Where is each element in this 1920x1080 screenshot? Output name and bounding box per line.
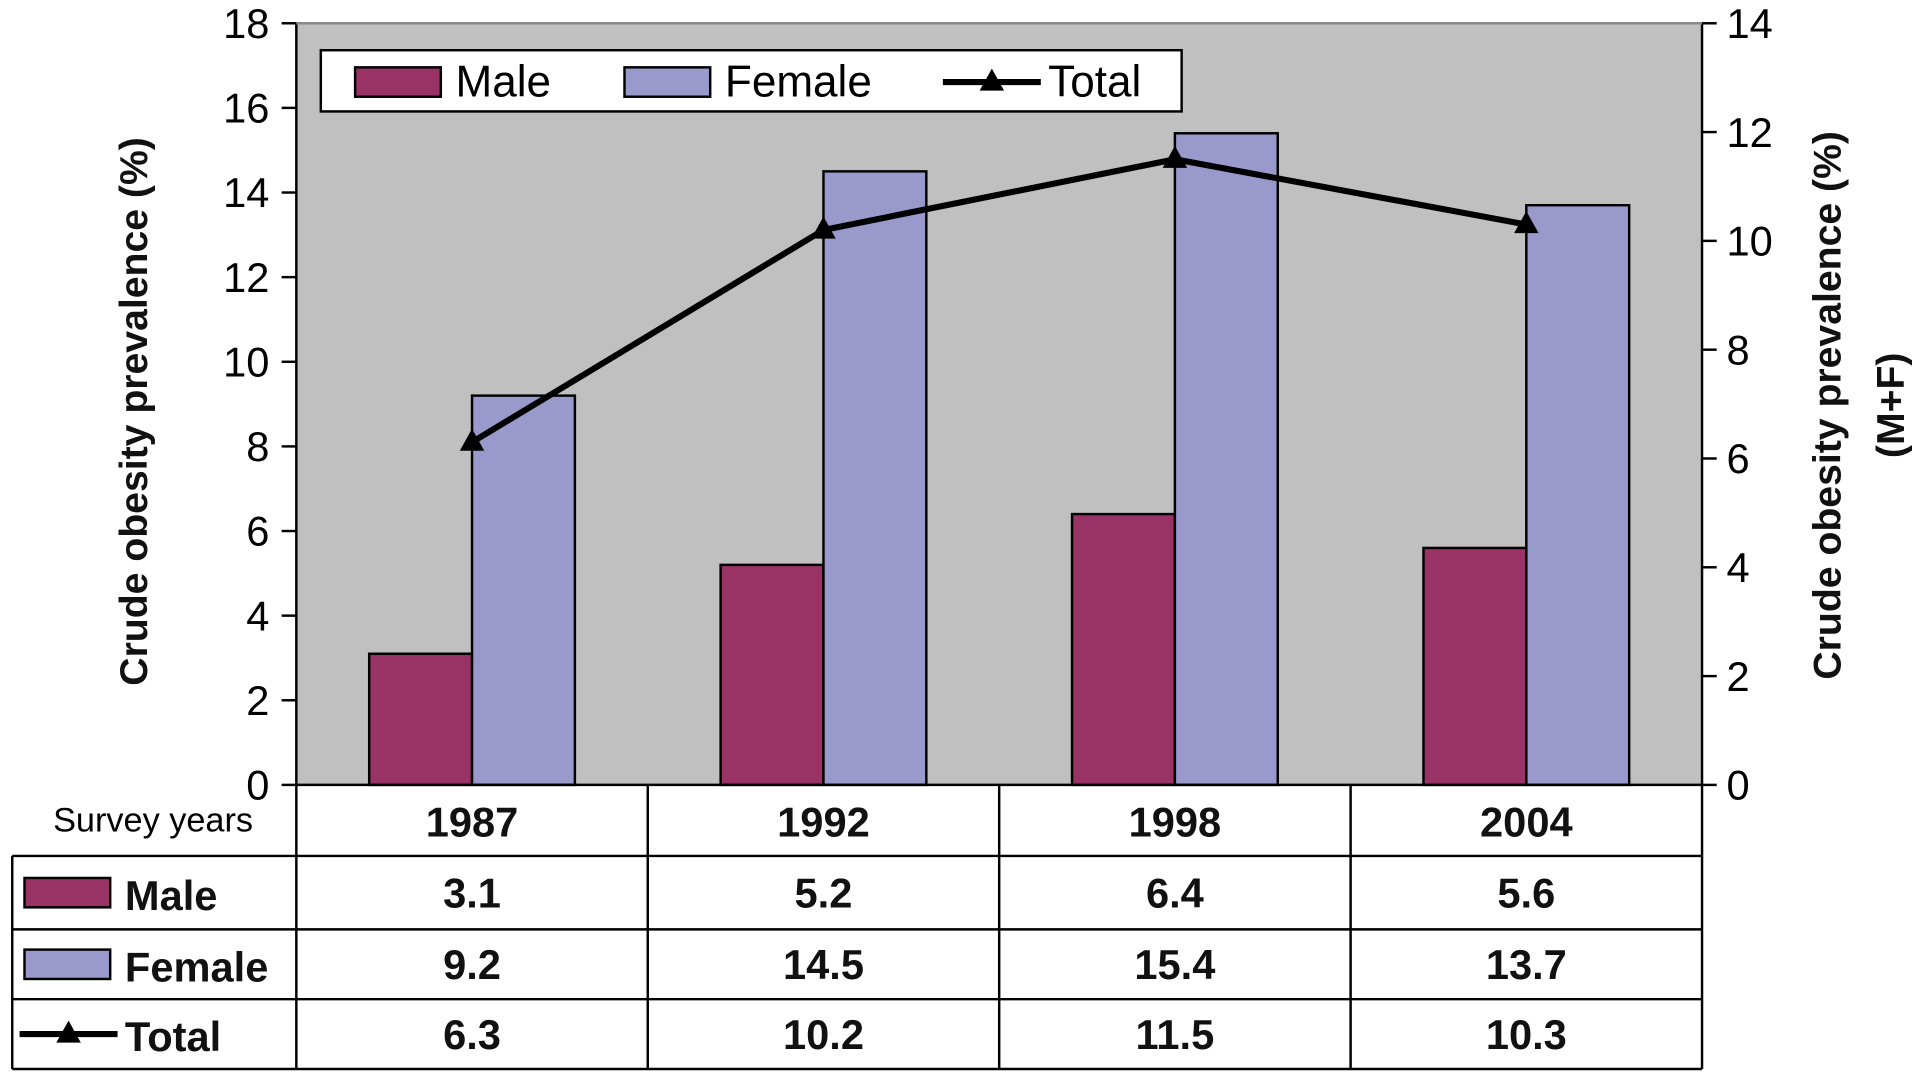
table-cell-total-1998: 11.5 <box>1136 1011 1215 1058</box>
bar-female-1992 <box>822 170 928 787</box>
bar-female-1987 <box>470 394 577 787</box>
bar-male-2004 <box>1422 546 1528 787</box>
table-cell-female-1992: 14.5 <box>783 941 864 988</box>
bar-male-1992 <box>719 563 825 787</box>
table-cell-male-1998: 6.4 <box>1146 869 1204 916</box>
legend-label-female: Female <box>725 58 872 107</box>
y2-axis-label-line2: (M+F) <box>1870 353 1913 459</box>
legend: Male Female Total <box>319 48 1183 113</box>
table-cell-total-2004: 10.3 <box>1486 1011 1567 1058</box>
y-tick-label: 10 <box>223 338 269 385</box>
y-tick-label: 0 <box>246 762 269 809</box>
bar-female-1998 <box>1173 132 1279 787</box>
legend-swatch-male <box>353 66 443 98</box>
legend-swatch-female <box>623 66 712 98</box>
y-tick-label: 12 <box>223 254 269 301</box>
data-table: Survey years 1987 1992 1998 2004 Male 3.1 5.2 6.… <box>11 783 1704 1071</box>
y-tick-label: 18 <box>223 0 269 47</box>
total-marker-1998 <box>1162 145 1188 168</box>
total-marker-1992 <box>811 216 836 239</box>
table-row-label-female: Female <box>125 943 268 990</box>
table-cell-total-1987: 6.3 <box>443 1011 501 1058</box>
table-cell-male-2004: 5.6 <box>1497 869 1555 916</box>
bar-male-1998 <box>1070 512 1177 787</box>
y2-tick-label: 2 <box>1727 653 1750 700</box>
table-header-label: Survey years <box>53 801 253 839</box>
table-cell-female-1987: 9.2 <box>443 941 501 988</box>
legend-marker-total <box>979 68 1005 91</box>
y-tick-label: 2 <box>246 677 269 724</box>
y-tick-label: 8 <box>246 423 269 470</box>
total-marker-2004 <box>1514 211 1539 234</box>
y2-tick-label: 6 <box>1727 435 1750 482</box>
table-row-label-male: Male <box>125 872 218 919</box>
y2-tick-label: 0 <box>1727 762 1750 809</box>
table-cell-male-1987: 3.1 <box>443 869 501 916</box>
y2-tick-label: 14 <box>1727 0 1773 47</box>
bar-female-2004 <box>1525 203 1631 787</box>
y-tick-label: 16 <box>223 85 269 132</box>
table-swatch-female <box>23 948 112 981</box>
total-line <box>470 156 1527 445</box>
total-marker-1987 <box>459 428 485 451</box>
table-cell-female-1998: 15.4 <box>1134 941 1215 988</box>
table-cell-female-2004: 13.7 <box>1486 941 1567 988</box>
y2-axis-label-line1: Crude obesity prevalence (%) <box>1806 131 1849 680</box>
table-cell-male-1992: 5.2 <box>795 869 853 916</box>
y2-tick-label: 4 <box>1727 544 1750 591</box>
y2-tick-label: 10 <box>1727 218 1773 265</box>
table-header-1992: 1992 <box>777 798 870 845</box>
table-swatch-male <box>23 876 112 909</box>
table-row-label-total: Total <box>125 1013 221 1060</box>
y-axis-label: Crude obesity prevalence (%) <box>113 137 156 686</box>
bar-male-1987 <box>367 652 474 787</box>
table-header-1987: 1987 <box>426 798 519 845</box>
legend-label-male: Male <box>456 58 552 107</box>
table-cell-total-1992: 10.2 <box>783 1011 864 1058</box>
table-marker-total <box>56 1020 81 1043</box>
y2-tick-label: 12 <box>1727 109 1773 156</box>
y-tick-label: 4 <box>246 592 269 639</box>
y-tick-label: 6 <box>246 508 269 555</box>
table-header-2004: 2004 <box>1480 798 1573 845</box>
y2-tick-label: 8 <box>1727 326 1750 373</box>
table-header-1998: 1998 <box>1129 798 1222 845</box>
legend-label-total: Total <box>1048 58 1141 107</box>
y-tick-label: 14 <box>223 169 269 216</box>
